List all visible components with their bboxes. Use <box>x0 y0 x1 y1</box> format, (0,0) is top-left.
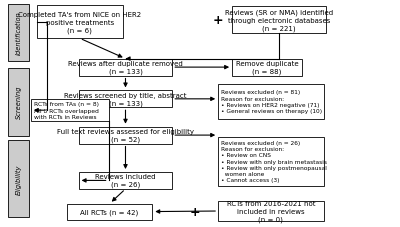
Text: Reviews excluded (n = 81)
Reason for exclusion:
• Reviews on HER2 negative (71)
: Reviews excluded (n = 81) Reason for exc… <box>221 90 322 114</box>
FancyBboxPatch shape <box>67 204 152 220</box>
FancyBboxPatch shape <box>79 172 172 189</box>
FancyBboxPatch shape <box>218 84 324 119</box>
Text: Reviews screened by title, abstract
(n = 133): Reviews screened by title, abstract (n =… <box>64 92 187 106</box>
Text: RCTs from 2016-2021 not
included in reviews
(n = 0): RCTs from 2016-2021 not included in revi… <box>227 200 315 222</box>
Text: Reviews (SR or NMA) identified
through electronic databases
(n = 221): Reviews (SR or NMA) identified through e… <box>225 10 333 31</box>
Text: Screening: Screening <box>16 86 22 119</box>
FancyBboxPatch shape <box>232 59 302 76</box>
Text: Reviews included
(n = 26): Reviews included (n = 26) <box>95 174 156 188</box>
FancyBboxPatch shape <box>232 7 326 33</box>
FancyBboxPatch shape <box>31 100 108 121</box>
Text: +: + <box>213 14 224 27</box>
FancyBboxPatch shape <box>8 5 29 62</box>
FancyBboxPatch shape <box>8 141 29 217</box>
FancyBboxPatch shape <box>218 137 324 186</box>
FancyBboxPatch shape <box>79 127 172 144</box>
Text: Eligibility: Eligibility <box>16 164 22 194</box>
Text: RCTs from TAs (n = 8)
All 8 RCTs overlapped
with RCTs in Reviews: RCTs from TAs (n = 8) All 8 RCTs overlap… <box>34 102 99 119</box>
FancyBboxPatch shape <box>218 202 324 221</box>
Text: Identification: Identification <box>16 12 22 55</box>
Text: Completed TA's from NICE on HER2
positive treatments
(n = 6): Completed TA's from NICE on HER2 positiv… <box>18 12 141 33</box>
Text: All RCTs (n = 42): All RCTs (n = 42) <box>80 208 139 215</box>
FancyBboxPatch shape <box>8 68 29 136</box>
Text: Remove duplicate
(n = 88): Remove duplicate (n = 88) <box>236 61 298 75</box>
Text: Reviews after duplicate removed
(n = 133): Reviews after duplicate removed (n = 133… <box>68 61 183 75</box>
Text: Full text reviews assessed for eligibility
(n = 52): Full text reviews assessed for eligibili… <box>57 128 194 143</box>
FancyBboxPatch shape <box>79 91 172 108</box>
FancyBboxPatch shape <box>79 59 172 76</box>
Text: +: + <box>190 205 201 218</box>
FancyBboxPatch shape <box>37 6 122 39</box>
Text: Reviews excluded (n = 26)
Reason for exclusion:
• Review on CNS
• Review with on: Reviews excluded (n = 26) Reason for exc… <box>221 141 327 183</box>
